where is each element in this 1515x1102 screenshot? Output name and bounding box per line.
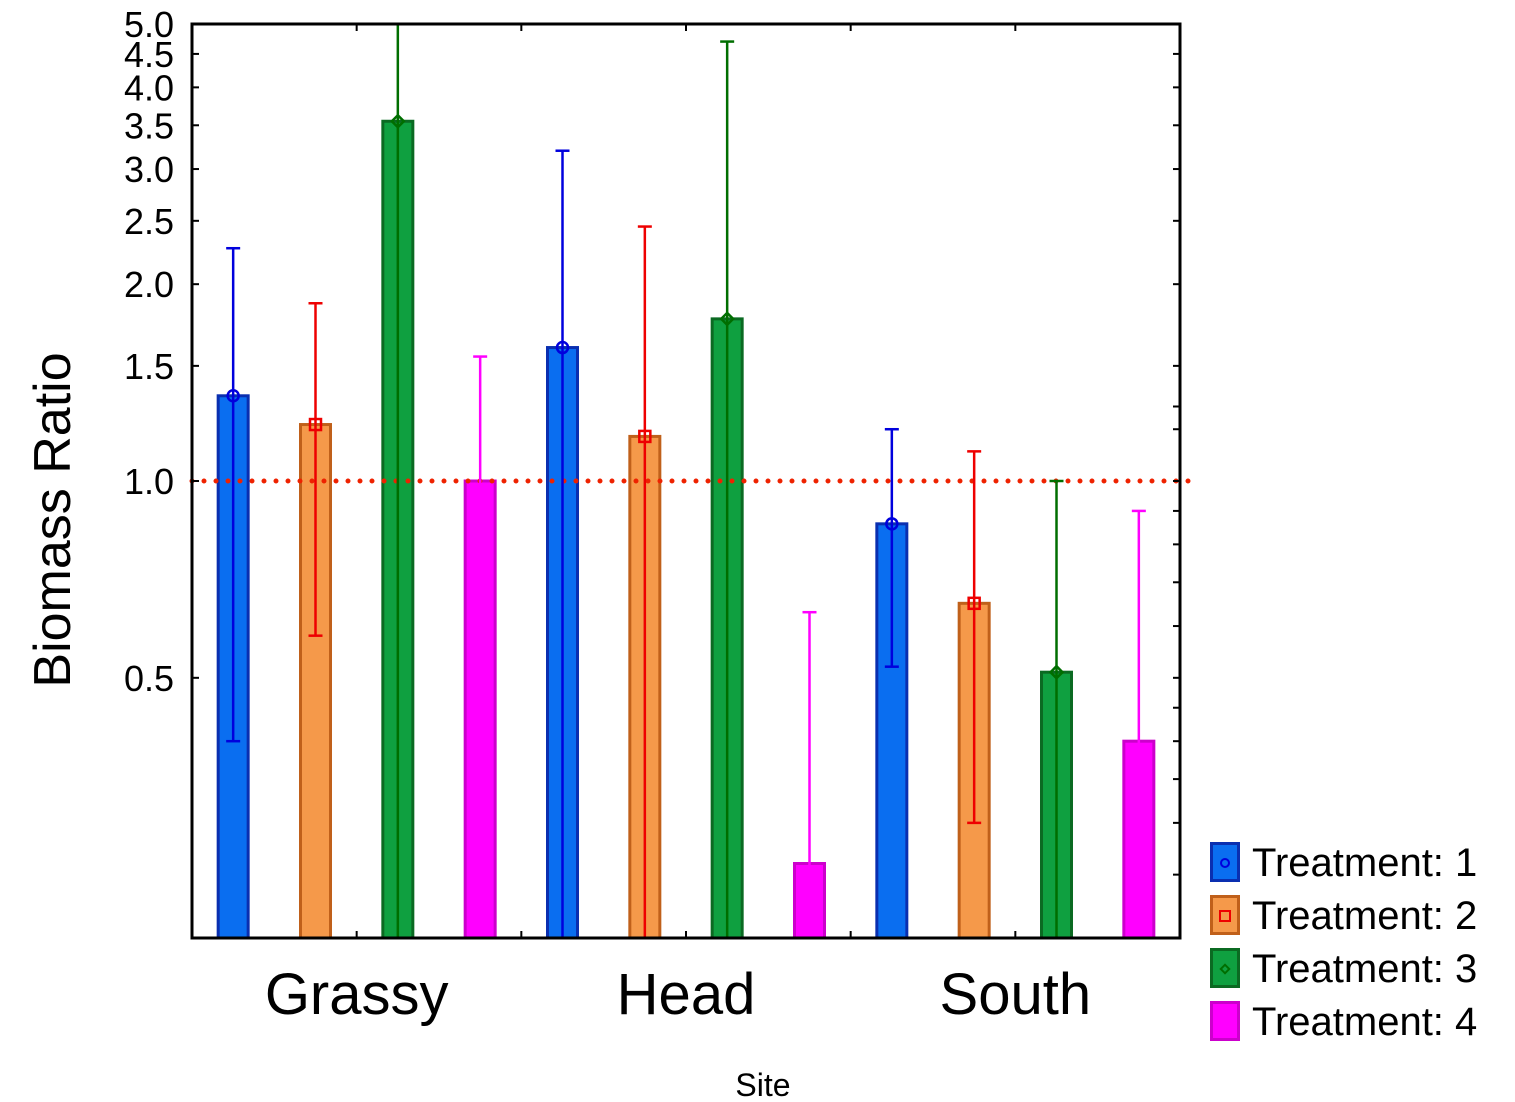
y-tick-label: 5.0 bbox=[124, 4, 174, 45]
legend-swatch-treatment-3 bbox=[1210, 948, 1240, 988]
legend-swatch-treatment-4 bbox=[1210, 1001, 1240, 1041]
y-tick-label: 0.5 bbox=[124, 658, 174, 699]
y-tick-label: 4.5 bbox=[124, 34, 174, 75]
legend-label: Treatment: 1 bbox=[1252, 841, 1478, 885]
y-tick-label: 2.5 bbox=[124, 201, 174, 242]
x-axis-title: Site bbox=[735, 1067, 790, 1102]
x-tick-label: South bbox=[940, 962, 1092, 1027]
mean-marker bbox=[885, 517, 899, 531]
legend-swatch-treatment-1 bbox=[1210, 842, 1240, 882]
mean-marker bbox=[719, 311, 735, 327]
x-tick-label: Grassy bbox=[265, 962, 449, 1027]
mean-marker bbox=[638, 429, 652, 444]
bars-layer bbox=[216, 119, 1156, 940]
square-marker-icon bbox=[1219, 910, 1231, 922]
y-tick-label: 2.0 bbox=[124, 264, 174, 305]
y-axis-title: Biomass Ratio bbox=[24, 352, 82, 687]
x-tick-label: Head bbox=[617, 962, 756, 1027]
legend-label: Treatment: 4 bbox=[1252, 1000, 1478, 1044]
axes-layer: 0.5 1.0 1.5 2.0 2.5 3.03.54.04.55.0 Grassy Head… bbox=[124, 4, 1182, 1027]
legend-label: Treatment: 3 bbox=[1252, 947, 1478, 991]
legend-label: Treatment: 2 bbox=[1252, 894, 1478, 938]
mean-marker bbox=[1048, 664, 1065, 680]
error-bars-layer bbox=[226, 24, 1146, 938]
y-tick-label: 3.0 bbox=[124, 149, 174, 190]
mean-marker bbox=[226, 389, 240, 403]
mean-marker bbox=[967, 596, 981, 611]
y-tick-label: 1.5 bbox=[124, 346, 174, 387]
y-tick-label: 1.0 bbox=[124, 461, 174, 502]
mean-marker bbox=[390, 113, 406, 130]
legend-swatch-treatment-2 bbox=[1210, 895, 1240, 935]
mean-marker bbox=[308, 417, 323, 432]
y-tick-label: 3.5 bbox=[124, 105, 174, 146]
circle-marker-icon bbox=[1220, 858, 1230, 868]
y-tick-label: 4.0 bbox=[124, 67, 174, 108]
diamond-marker-icon bbox=[1219, 963, 1231, 975]
mean-marker bbox=[555, 340, 570, 355]
